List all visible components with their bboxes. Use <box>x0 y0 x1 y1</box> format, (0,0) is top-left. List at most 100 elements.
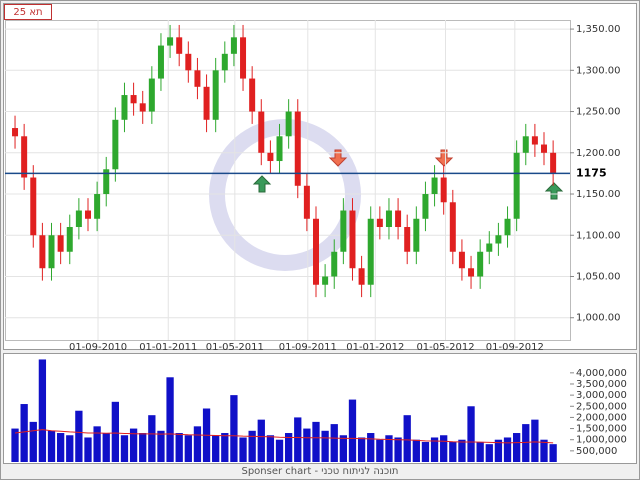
candle-body <box>395 210 402 228</box>
volume-ma-line <box>14 429 554 444</box>
volume-bar <box>212 435 220 462</box>
y-tick-label: 1,100.00 <box>576 230 621 241</box>
candle-body <box>468 268 475 277</box>
volume-bar <box>148 415 156 462</box>
volume-bar <box>102 433 110 462</box>
y-tick-label: 2,500,000 <box>576 401 627 412</box>
y-tick-label: 3,500,000 <box>576 379 627 390</box>
candle-body <box>167 37 174 46</box>
candle-body <box>303 185 310 219</box>
candle-body <box>230 37 237 54</box>
candle-body <box>157 45 164 79</box>
candle-body <box>203 86 210 120</box>
candle-body <box>431 177 438 195</box>
volume-bar <box>47 430 56 462</box>
candle-body <box>212 70 219 120</box>
y-tick-label: 1,050.00 <box>576 271 621 282</box>
volume-bar <box>230 395 238 462</box>
volume-bar <box>348 399 357 462</box>
volume-bar <box>120 435 129 462</box>
volume-bar <box>266 435 275 462</box>
candle-body <box>221 53 228 71</box>
candle-body <box>12 128 19 137</box>
volume-bar <box>357 437 366 462</box>
up-arrow <box>252 175 272 193</box>
volume-bar <box>157 430 165 462</box>
volume-bar <box>312 421 320 462</box>
volume-bar <box>430 437 439 462</box>
volume-bar <box>284 433 293 462</box>
volume-bar <box>385 435 393 462</box>
y-tick-label: 1,350.00 <box>576 24 621 35</box>
x-tick-label: 01-01-2012 <box>346 342 404 353</box>
volume-bar <box>485 444 493 462</box>
volume-bar <box>93 426 101 462</box>
title-box <box>4 4 52 20</box>
candle-body <box>313 218 320 285</box>
volume-bar <box>84 437 92 462</box>
down-arrow <box>328 149 348 167</box>
candle-body <box>458 251 465 269</box>
y-tick-label: 500,000 <box>576 446 617 457</box>
candle-body <box>440 177 447 203</box>
candle-body <box>422 194 429 219</box>
candle-body <box>367 218 374 285</box>
volume-bar <box>11 428 19 462</box>
down-arrow <box>434 149 454 167</box>
y-tick-label: 1,500,000 <box>576 424 627 435</box>
up-arrow <box>544 182 564 200</box>
volume-bar <box>38 359 47 462</box>
volume-bar <box>540 439 548 462</box>
y-tick-label: 2,000,000 <box>576 412 627 423</box>
x-tick-label: 01-09-2012 <box>486 342 544 353</box>
volume-bar <box>531 419 539 462</box>
candle-body <box>258 111 265 153</box>
candle-body <box>185 53 192 71</box>
candle-body <box>139 103 146 112</box>
candle-body <box>112 119 119 170</box>
volume-bar <box>330 424 338 462</box>
candle-body <box>504 218 511 236</box>
candle-body <box>294 111 301 186</box>
candle-body <box>449 202 456 252</box>
volume-bar <box>257 419 265 462</box>
volume-bar <box>549 444 557 462</box>
candle-body <box>21 136 28 178</box>
volume-bar <box>20 404 28 462</box>
candle-body <box>66 227 73 252</box>
volume-bar <box>512 433 521 462</box>
candle-body <box>285 111 292 137</box>
candle-body <box>486 243 493 252</box>
candle-body <box>57 235 64 252</box>
candle-body <box>550 152 557 174</box>
volume-bar <box>111 401 120 462</box>
candle-body <box>477 251 484 277</box>
candle-body <box>495 235 502 244</box>
y-tick-label: 4,000,000 <box>576 368 627 379</box>
candle-body <box>48 235 55 269</box>
candle-body <box>30 177 37 236</box>
candle-body <box>322 276 329 285</box>
volume-bar <box>139 433 147 462</box>
y-tick-label: 1,300.00 <box>576 65 621 76</box>
volume-bar <box>467 406 475 462</box>
volume-bar <box>184 435 192 462</box>
y-tick-label: 1,200.00 <box>576 148 621 159</box>
arrows <box>252 149 564 200</box>
y-tick-label: 3,000,000 <box>576 390 627 401</box>
volume-bar <box>56 433 65 462</box>
y-tick-label: 1,250.00 <box>576 107 621 118</box>
volume-bar <box>449 441 457 462</box>
volume-bar <box>239 437 247 462</box>
watermark <box>209 119 361 271</box>
y-tick-label: 1,000.00 <box>576 313 621 324</box>
y-tick-label: 1,150.00 <box>576 189 621 200</box>
volume-bar <box>129 428 138 462</box>
volume-bar <box>494 439 503 462</box>
candle-body <box>194 70 201 87</box>
candle-body <box>531 136 538 145</box>
candle-body <box>249 78 256 112</box>
volume-bar <box>503 437 512 462</box>
